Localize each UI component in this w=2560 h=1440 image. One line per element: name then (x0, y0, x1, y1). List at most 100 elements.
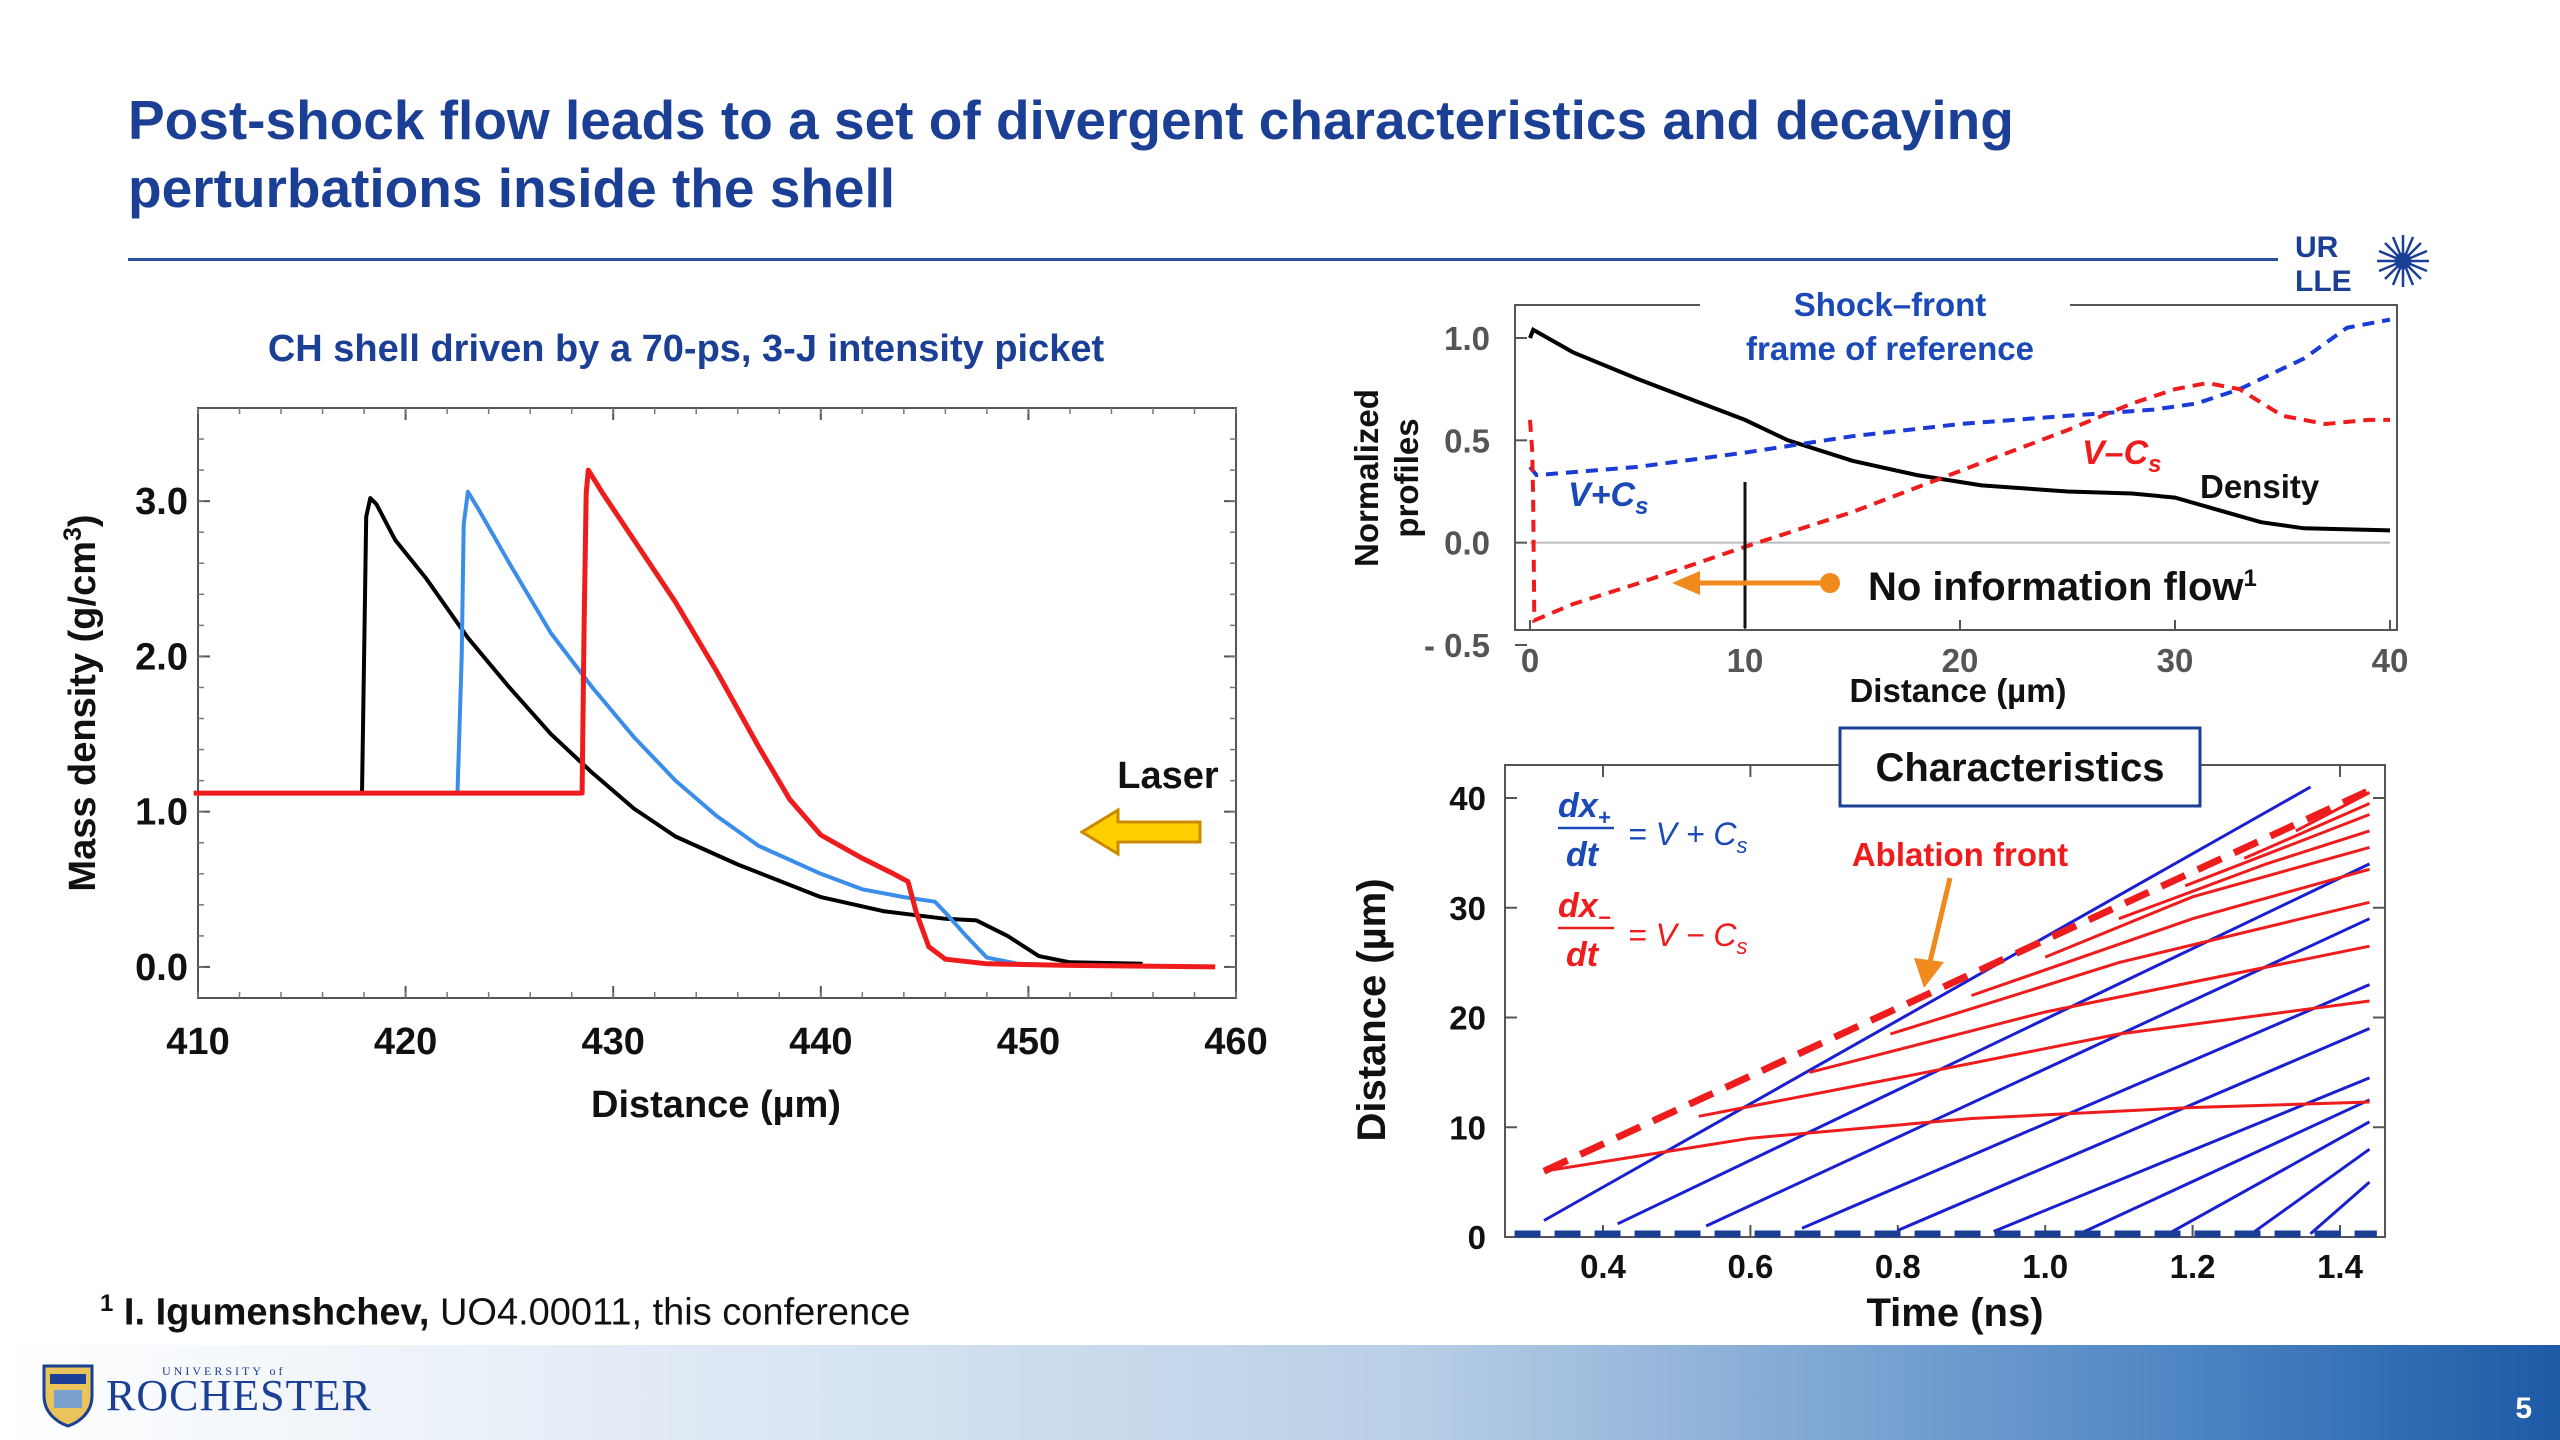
profiles-chart-ylabel-line-2: profiles (1388, 418, 1425, 537)
ablation-front-line (1542, 783, 2379, 1175)
density-x-tick-label: 420 (374, 1021, 437, 1063)
positive-characteristic-line (1705, 917, 2371, 1228)
density-chart-frame (197, 407, 1237, 999)
characteristics-chart-frame (1504, 764, 2386, 1238)
profiles-y-tick-label: 1.0 (1444, 320, 1490, 357)
characteristics-x-tick-label: 1.2 (2170, 1248, 2216, 1285)
density-y-tick-label: 1.0 (135, 792, 188, 834)
positive-characteristic-line (2169, 1120, 2371, 1234)
slide-title: Post-shock flow leads to a set of diverg… (128, 86, 2128, 222)
negative-characteristic-line (1698, 999, 2370, 1118)
svg-text:dt: dt (1566, 936, 1600, 974)
svg-text:dx+: dx+ (1558, 787, 1611, 830)
characteristics-y-tick-label: 0 (1468, 1219, 1486, 1256)
density-profile-line (455, 489, 1070, 968)
density-profile (1528, 326, 2391, 533)
characteristics-x-tick-label: 0.6 (1727, 1248, 1773, 1285)
rochester-wordmark-main: ROCHESTER (106, 1370, 372, 1420)
characteristics-x-tick-label: 1.0 (2022, 1248, 2068, 1285)
negative-characteristic-line (1889, 900, 2370, 1036)
positive-characteristic-line (2250, 1147, 2371, 1235)
characteristics-y-tick-label: 30 (1449, 890, 1486, 927)
characteristics-x-tick-label: 1.4 (2317, 1248, 2364, 1285)
density-x-tick-label: 410 (166, 1021, 229, 1063)
negative-characteristic-line (2118, 829, 2370, 921)
profiles-x-tick-label: 30 (2157, 642, 2194, 679)
density-x-tick-label: 440 (789, 1021, 852, 1063)
positive-characteristic-line (1617, 862, 2371, 1226)
rochester-wordmark: UNIVERSITY of ROCHESTER (106, 1364, 372, 1421)
negative-characteristic-line (1809, 944, 2370, 1074)
urlle-logo-line-2: LLE (2295, 265, 2352, 298)
laser-label: Laser (1117, 755, 1219, 797)
density-y-tick-label: 0.0 (135, 947, 188, 989)
characteristics-title-box (1838, 726, 2202, 808)
profiles-y-tick-label: - 0.5 (1424, 627, 1490, 664)
density-chart-ylabel: Mass density (g/cm3) (59, 514, 104, 891)
v-plus-cs-profile (1528, 317, 2391, 478)
frame-label-bg (1700, 280, 2070, 370)
page-number: 5 (2515, 1392, 2532, 1425)
rochester-wordmark-small: UNIVERSITY of (162, 1363, 286, 1378)
characteristics-x-tick-label: 0.4 (1580, 1248, 1627, 1285)
characteristics-x-tick-label: 0.8 (1875, 1248, 1921, 1285)
urlle-logo: UR LLE (2295, 231, 2429, 298)
v-plus-cs-label: V+Cs (1568, 476, 1648, 520)
negative-characteristic-line (2243, 802, 2371, 860)
positive-characteristic-line (1993, 1076, 2371, 1233)
profiles-x-tick-label: 0 (1521, 642, 1539, 679)
positive-characteristic-line (2309, 1180, 2371, 1235)
density-profile-line (193, 496, 1143, 966)
positive-characteristic-line (1801, 983, 2371, 1230)
density-y-tick-label: 3.0 (135, 481, 188, 523)
characteristics-title: Characteristics (1875, 746, 2164, 790)
v-minus-cs-label: V–Cs (2082, 434, 2162, 478)
svg-text:dx−: dx− (1558, 887, 1611, 930)
characteristics-y-tick-label: 40 (1449, 780, 1486, 817)
characteristics-y-tick-label: 10 (1449, 1109, 1486, 1146)
slide-title-line-2: perturbations inside the shell (128, 157, 896, 219)
profiles-y-tick-label: 0.0 (1444, 525, 1490, 562)
equation-minus: dx− dt = V − Cs (1558, 887, 1748, 974)
positive-characteristic-line (2081, 1098, 2371, 1234)
characteristics-y-tick-label: 20 (1449, 1000, 1486, 1037)
footer-bar (0, 1345, 2560, 1440)
density-x-tick-label: 450 (997, 1021, 1060, 1063)
no-flow-arrow-icon (1672, 571, 1840, 595)
positive-characteristic-line (1543, 785, 2312, 1222)
profiles-x-tick-label: 40 (2372, 642, 2409, 679)
title-divider (128, 258, 2278, 261)
profiles-chart-ylabel-line-1: Normalized (1348, 389, 1385, 567)
density-chart-xlabel: Distance (µm) (591, 1084, 841, 1126)
star-burst-icon (2377, 235, 2429, 287)
positive-characteristic-line (1897, 1027, 2371, 1232)
density-profile-line (193, 467, 1216, 970)
frame-label-line-1: Shock–front (1794, 286, 1987, 323)
svg-text:= V − Cs: = V − Cs (1628, 917, 1748, 959)
svg-text:= V + Cs: = V + Cs (1628, 816, 1748, 858)
footnote-reference: UO4.00011, this conference (429, 1291, 911, 1334)
density-y-tick-label: 2.0 (135, 636, 188, 678)
profiles-y-tick-label: 0.5 (1444, 422, 1490, 459)
negative-characteristic-line (2044, 845, 2370, 959)
laser-arrow-icon (1079, 807, 1202, 857)
density-x-tick-label: 430 (581, 1021, 644, 1063)
svg-text:dt: dt (1566, 836, 1600, 874)
frame-label-line-2: frame of reference (1746, 330, 2034, 367)
rochester-shield-icon (42, 1364, 94, 1428)
characteristics-ylabel: Distance (µm) (1350, 878, 1394, 1141)
no-flow-label: No information flow1 (1868, 565, 2257, 609)
negative-characteristic-line (1543, 1100, 2370, 1173)
characteristics-xlabel: Time (ns) (1866, 1291, 2043, 1335)
ablation-front-label: Ablation front (1852, 836, 2068, 873)
negative-characteristic-line (1971, 867, 2370, 997)
negative-characteristic-line (2295, 791, 2371, 833)
rochester-logo: UNIVERSITY of ROCHESTER (40, 1360, 372, 1430)
density-chart-title: CH shell driven by a 70-ps, 3-J intensit… (268, 328, 1105, 370)
v-minus-cs-profile (1528, 380, 2390, 624)
profiles-chart-frame (1514, 304, 2398, 631)
density-label: Density (2200, 468, 2320, 505)
urlle-logo-line-1: UR (2295, 231, 2339, 264)
ablation-front-arrow-icon (1914, 877, 1953, 988)
negative-characteristic-line (2184, 813, 2371, 888)
